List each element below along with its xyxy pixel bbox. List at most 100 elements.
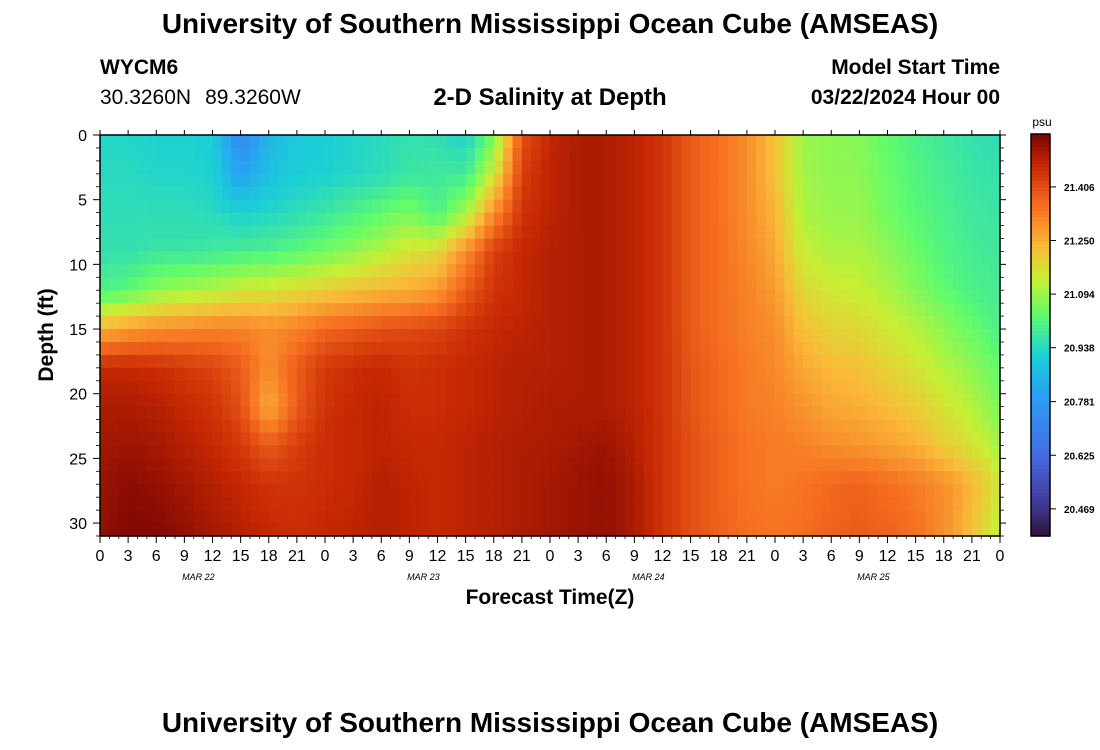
heatmap-cell	[746, 341, 757, 356]
heatmap-cell	[775, 484, 785, 498]
heatmap-cell	[578, 354, 589, 369]
heatmap-cell	[990, 238, 1001, 253]
colorbar: 21.40621.25021.09420.93820.78120.62520.4…	[1030, 133, 1095, 537]
heatmap-cell	[793, 251, 804, 265]
heatmap-cell	[550, 277, 560, 291]
heatmap-cell	[137, 251, 148, 265]
heatmap-cell	[343, 354, 354, 369]
heatmap-cell	[784, 432, 795, 447]
heatmap-cell	[306, 380, 317, 395]
heatmap-cell	[643, 264, 654, 278]
heatmap-cell	[662, 212, 673, 227]
heatmap-cell	[681, 303, 692, 317]
heatmap-cell	[700, 523, 710, 537]
heatmap-cell	[681, 432, 692, 447]
heatmap-cell	[550, 406, 560, 421]
heatmap-cell	[109, 290, 120, 304]
heatmap-cell	[878, 277, 889, 291]
heatmap-cell	[390, 497, 401, 511]
heatmap-cell	[212, 380, 223, 395]
heatmap-cell	[306, 341, 317, 356]
heatmap-cell	[634, 277, 645, 291]
heatmap-cell	[503, 186, 514, 201]
heatmap-cell	[625, 354, 635, 369]
heatmap-cell	[493, 186, 504, 201]
heatmap-cell	[231, 380, 242, 395]
heatmap-cell	[840, 523, 851, 537]
heatmap-cell	[906, 484, 917, 498]
heatmap-cell	[615, 303, 626, 317]
heatmap-cell	[446, 147, 457, 162]
heatmap-cell	[193, 225, 204, 240]
heatmap-cell	[146, 497, 157, 511]
heatmap-cell	[925, 251, 935, 265]
heatmap-cell	[390, 406, 401, 421]
heatmap-cell	[390, 458, 401, 472]
heatmap-cell	[850, 264, 860, 278]
heatmap-cell	[296, 523, 307, 537]
heatmap-cell	[540, 341, 551, 356]
colorbar-segment	[1031, 418, 1050, 423]
heatmap-cell	[634, 484, 645, 498]
heatmap-cell	[906, 199, 917, 214]
heatmap-cell	[250, 238, 260, 253]
heatmap-cell	[775, 329, 785, 343]
heatmap-cell	[671, 290, 682, 304]
heatmap-cell	[690, 147, 701, 162]
heatmap-cell	[850, 147, 860, 162]
heatmap-cell	[334, 277, 345, 291]
heatmap-cell	[765, 173, 776, 188]
heatmap-cell	[615, 393, 626, 408]
heatmap-cell	[681, 173, 692, 188]
heatmap-cell	[550, 264, 560, 278]
heatmap-cell	[559, 367, 570, 382]
heatmap-cell	[475, 354, 485, 369]
heatmap-cell	[306, 212, 317, 227]
heatmap-cell	[962, 316, 973, 330]
heatmap-cell	[109, 432, 120, 447]
heatmap-cell	[165, 341, 176, 356]
heatmap-cell	[381, 523, 392, 537]
heatmap-cell	[634, 225, 645, 240]
heatmap-cell	[962, 251, 973, 265]
heatmap-cell	[634, 160, 645, 175]
heatmap-cell	[878, 367, 889, 382]
heatmap-cell	[521, 212, 532, 227]
heatmap-cell	[137, 290, 148, 304]
heatmap-cell	[718, 393, 729, 408]
heatmap-cell	[193, 147, 204, 162]
heatmap-cell	[409, 367, 420, 382]
heatmap-cell	[240, 484, 251, 498]
heatmap-cell	[981, 354, 992, 369]
heatmap-cell	[559, 160, 570, 175]
heatmap-cell	[868, 380, 879, 395]
heatmap-cell	[409, 393, 420, 408]
heatmap-cell	[428, 264, 439, 278]
heatmap-cell	[446, 380, 457, 395]
heatmap-cell	[887, 484, 898, 498]
heatmap-cell	[578, 251, 589, 265]
colorbar-segment	[1031, 268, 1050, 272]
heatmap-cell	[962, 510, 973, 524]
heatmap-cell	[878, 484, 889, 498]
heatmap-cell	[306, 484, 317, 498]
heatmap-cell	[418, 264, 429, 278]
heatmap-cell	[259, 393, 270, 408]
heatmap-cell	[165, 510, 176, 524]
heatmap-cell	[221, 212, 232, 227]
heatmap-cell	[409, 186, 420, 201]
heatmap-cell	[643, 354, 654, 369]
heatmap-cell	[400, 173, 410, 188]
heatmap-cell	[250, 329, 260, 343]
heatmap-cell	[934, 238, 945, 253]
heatmap-cell	[493, 458, 504, 472]
heatmap-cell	[259, 212, 270, 227]
heatmap-cell	[268, 212, 279, 227]
heatmap-cell	[100, 341, 110, 356]
heatmap-cell	[587, 186, 598, 201]
heatmap-cell	[765, 251, 776, 265]
heatmap-cell	[953, 264, 964, 278]
heatmap-cell	[175, 238, 185, 253]
heatmap-cell	[943, 406, 954, 421]
heatmap-cell	[625, 277, 635, 291]
